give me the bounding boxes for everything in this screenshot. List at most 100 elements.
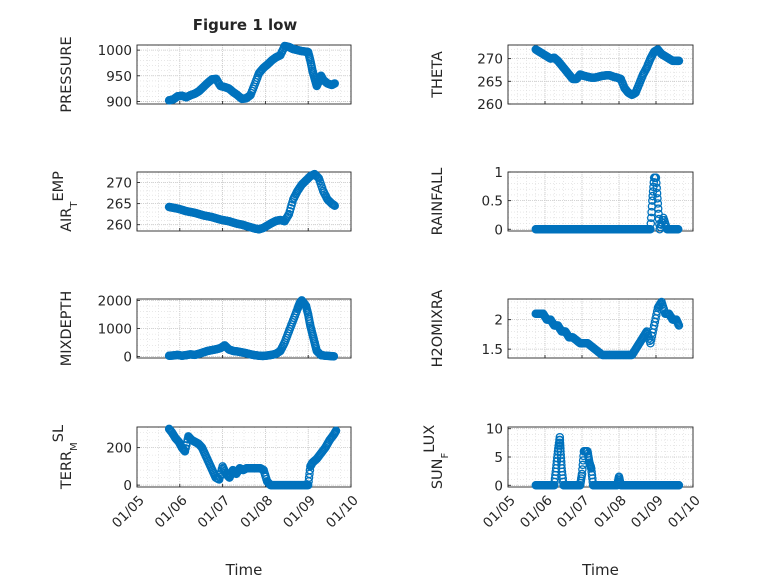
data-point-interp xyxy=(651,173,660,182)
data-point-interp xyxy=(556,457,566,466)
data-point xyxy=(555,432,565,442)
x-tick-label: 01/10 xyxy=(665,493,704,532)
data-point-interp xyxy=(674,481,683,490)
y-tick-label: 260 xyxy=(106,218,132,234)
x-tick-label: 01/05 xyxy=(109,493,148,532)
data-point-interp xyxy=(645,225,654,234)
axes-box xyxy=(136,171,352,232)
data-point-interp xyxy=(555,438,565,448)
y-tick-label: 265 xyxy=(477,74,503,90)
x-tick-label: 01/06 xyxy=(152,493,191,532)
y-axis-label-main: THETA xyxy=(430,51,446,99)
data-point-interp xyxy=(329,79,339,89)
data-point-interp xyxy=(645,336,654,346)
data-point-interp xyxy=(328,352,338,361)
data-point-interp xyxy=(674,56,683,66)
data-point-interp xyxy=(556,444,565,453)
y-axis-label-tail: SL xyxy=(51,425,67,442)
data-point-interp xyxy=(578,456,588,465)
y-axis-label-sub: T xyxy=(69,201,80,209)
y-axis-label-tail: LUX xyxy=(422,425,438,453)
y-tick-label: 2000 xyxy=(98,293,132,309)
y-tick-label: 0 xyxy=(494,478,503,494)
y-tick-label: 270 xyxy=(106,176,132,192)
x-tick-label: 01/05 xyxy=(480,493,519,532)
data-point-interp xyxy=(305,54,315,63)
y-axis-label: THETA xyxy=(430,51,446,99)
figure-title: Figure 1 low xyxy=(193,16,298,34)
y-tick-label: 270 xyxy=(477,52,503,68)
y-axis-label-main: TERR xyxy=(59,451,75,490)
data-point-interp xyxy=(305,469,314,479)
data-point-interp xyxy=(648,328,657,337)
x-tick-label: 01/09 xyxy=(280,493,319,532)
axes-box xyxy=(136,426,352,488)
y-axis-label-sub: M xyxy=(69,442,80,451)
axes-theta: 260 265 270 THETA xyxy=(430,44,694,113)
axes-mixdepth: 0 1000 2000 MIXDEPTH xyxy=(59,291,352,367)
data-point-interp xyxy=(673,225,682,234)
data-point-interp xyxy=(303,308,313,318)
data-point-interp xyxy=(646,219,656,228)
y-tick-label: 5 xyxy=(494,450,503,466)
y-tick-label: 1000 xyxy=(98,43,132,59)
y-axis-label-tail: EMP xyxy=(51,171,67,202)
y-axis-label: RAINFALL xyxy=(430,168,446,236)
y-tick-label: 1000 xyxy=(98,322,132,338)
data-point-interp xyxy=(653,194,662,203)
x-tick-label: 01/10 xyxy=(323,493,362,532)
y-tick-label: 10 xyxy=(486,422,503,438)
y-axis-label-main: SUN xyxy=(430,459,446,490)
axes-air_temp: 260 265 270 AIRTEMP xyxy=(51,169,352,234)
axes-h2omixra: 1.5 2 H2OMIXRA xyxy=(430,290,694,368)
data-point-interp xyxy=(312,172,322,181)
y-tick-label: 200 xyxy=(106,441,132,457)
y-tick-label: 265 xyxy=(106,197,132,213)
y-tick-label: 0 xyxy=(123,478,132,494)
y-axis-label-sub: F xyxy=(440,453,451,459)
y-axis-label: SUNFLUX xyxy=(422,425,451,489)
axes-terr_msl: 0 200 01/05 01/06 01/07 01/08 01/09 01/10 Time TE… xyxy=(51,424,362,579)
y-tick-label: 260 xyxy=(477,97,503,113)
y-tick-label: 1 xyxy=(494,165,503,181)
x-tick-label: 01/07 xyxy=(195,493,234,532)
x-tick-label: 01/08 xyxy=(237,493,276,532)
y-tick-label: 900 xyxy=(106,94,132,110)
axes-box xyxy=(507,44,694,105)
y-axis-label: H2OMIXRA xyxy=(430,290,446,368)
data-point-interp xyxy=(652,310,661,320)
y-axis-label-main: H2OMIXRA xyxy=(430,290,446,368)
data-point-interp xyxy=(283,211,293,220)
data-point-interp xyxy=(586,462,596,472)
data-point-interp xyxy=(555,441,565,450)
data-point-interp xyxy=(654,209,663,219)
y-axis-label: TERRMSL xyxy=(51,425,80,490)
x-axis-label: Time xyxy=(225,561,263,579)
y-axis-label-main: MIXDEPTH xyxy=(59,291,75,367)
axes-pressure: 900 950 1000 PRESSURE xyxy=(59,36,352,113)
y-tick-label: 950 xyxy=(106,69,132,85)
y-tick-label: 0 xyxy=(494,222,503,238)
y-tick-label: 0 xyxy=(123,350,132,366)
x-axis-label: Time xyxy=(581,561,619,579)
axes-box xyxy=(136,44,352,105)
y-tick-label: 0.5 xyxy=(482,194,503,210)
y-tick-label: 2 xyxy=(494,313,503,329)
y-axis-label: MIXDEPTH xyxy=(59,291,75,367)
data-point-interp xyxy=(674,320,683,329)
data-point-interp xyxy=(331,427,340,436)
x-tick-label: 01/07 xyxy=(554,493,593,532)
data-point-interp xyxy=(555,435,565,445)
y-axis-label: AIRTEMP xyxy=(51,171,80,232)
y-axis-label-main: AIR xyxy=(59,208,75,232)
y-tick-label: 1.5 xyxy=(482,342,503,358)
data-point-interp xyxy=(648,191,657,201)
y-axis-label-main: RAINFALL xyxy=(430,168,446,236)
x-tick-label: 01/09 xyxy=(628,493,667,532)
data-point-interp xyxy=(652,188,662,198)
data-point-interp xyxy=(652,178,661,188)
x-tick-label: 01/06 xyxy=(517,493,556,532)
x-tick-label: 01/08 xyxy=(591,493,630,532)
y-axis-label-main: PRESSURE xyxy=(59,36,75,112)
